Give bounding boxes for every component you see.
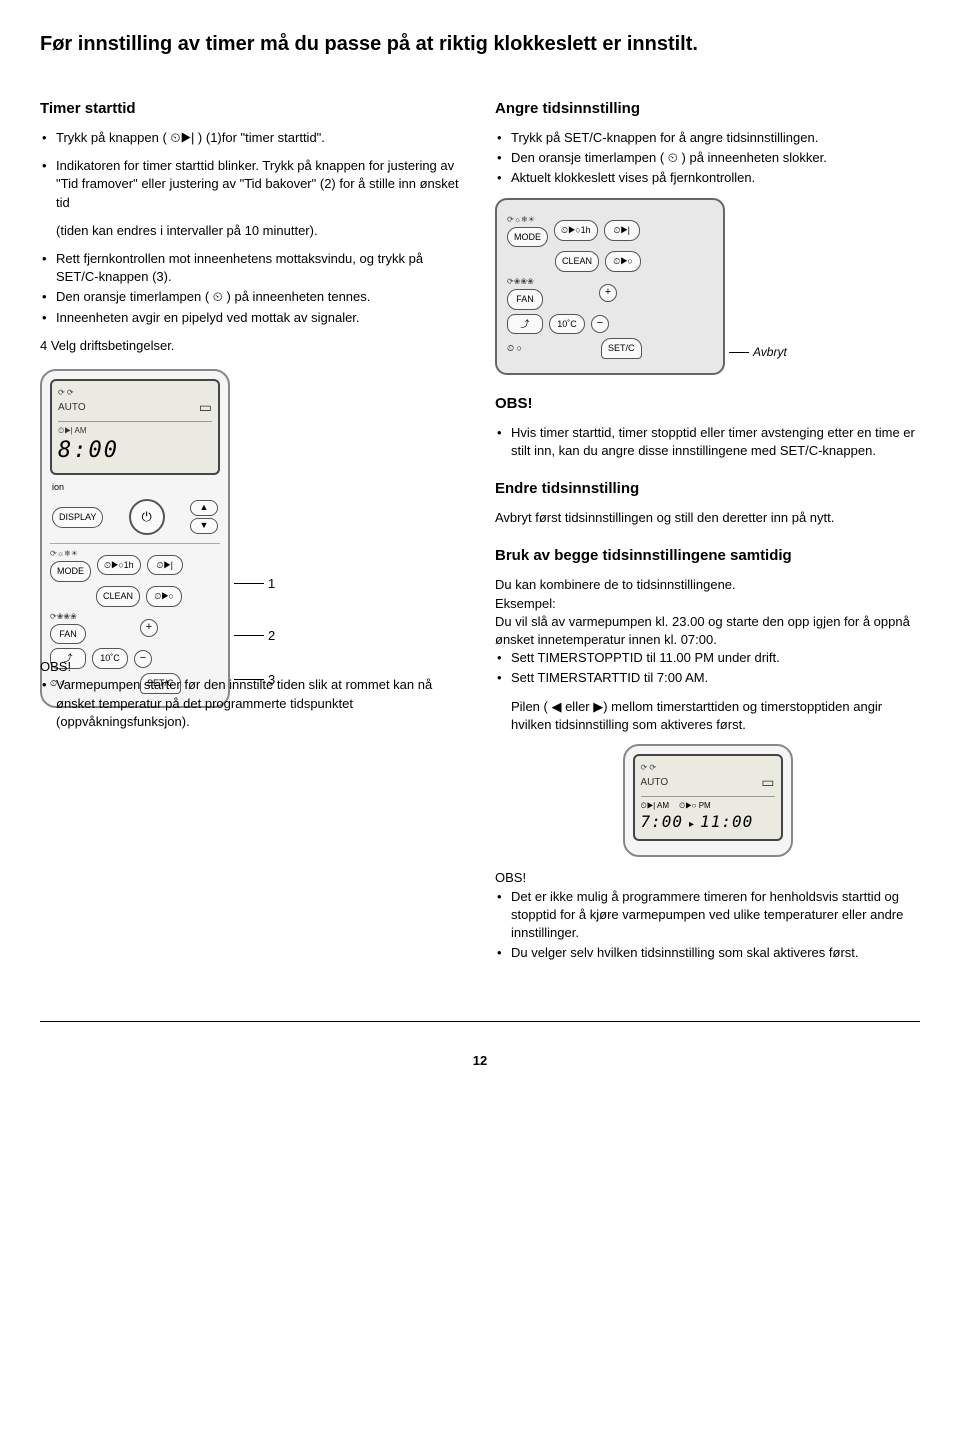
bullet-item: Inneenheten avgir en pipelyd ved mottak … [40,309,465,327]
lcd-pm: PM [699,801,711,810]
minus-button: − [134,650,152,668]
lcd-time-b: 11:00 [700,811,753,833]
setc-button: SET/C [601,338,642,359]
paragraph: Du kan kombinere de to tidsinnstillingen… [495,576,920,594]
bullet-item: Indikatoren for timer starttid blinker. … [40,157,465,212]
right-column: Angre tidsinnstilling Trykk på SET/C-kna… [495,80,920,972]
bullet-item: Du velger selv hvilken tidsinnstilling s… [495,944,920,962]
remote-diagram-full: ⟳ ⟳ AUTO ▭ ⏲▶| AM 8:00 ion DISPLAY ⏻ ▲ ▼ [40,369,230,708]
minus-button: − [591,315,609,333]
callout-numbers: 1 2 3 [230,359,275,693]
page-number: 12 [40,1052,920,1070]
heading-obs2: OBS! [495,869,920,887]
bullet-item: Trykk på SET/C-knappen for å angre tidsi… [495,129,920,147]
bullet-item: Den oransje timerlampen ( ⏲ ) på inneenh… [495,149,920,167]
indented-text: (tiden kan endres i intervaller på 10 mi… [40,222,465,240]
paragraph: Eksempel: [495,595,920,613]
temp-up-button: ▲ [190,500,218,516]
clean-button: CLEAN [555,251,599,272]
remote-panel-diagram: ⟳☼❄☀ MODE ⏲▶○1h ⏲▶| CLEAN ⏲▶○ ⟳❀❀❀ FAN [495,198,725,375]
plus-button: + [599,284,617,302]
tenc-button: 10˚C [92,648,128,669]
page-title: Før innstilling av timer må du passe på … [40,30,920,58]
mode-button: MODE [50,561,91,582]
timer-on-button: ⏲▶| [147,555,183,576]
timer-off-button: ⏲▶○ [605,251,641,272]
paragraph: Du vil slå av varmepumpen kl. 23.00 og s… [495,613,920,649]
mode-button: MODE [507,227,548,248]
swing-button: ⤴ [507,314,543,335]
clean-button: CLEAN [96,586,140,607]
plus-button: + [140,619,158,637]
bullet-item: Det er ikke mulig å programmere timeren … [495,888,920,943]
temp-down-button: ▼ [190,518,218,534]
heading-both: Bruk av begge tidsinnstillingene samtidi… [495,545,920,566]
heading-change: Endre tidsinnstilling [495,478,920,499]
bullet-item: Rett fjernkontrollen mot inneenhetens mo… [40,250,465,286]
callout-2: 2 [268,627,275,645]
heading-obs1: OBS! [495,393,920,414]
bullet-item: Varmepumpen starter før den innstilte ti… [40,676,462,731]
ion-label: ion [52,481,218,494]
heading-undo: Angre tidsinnstilling [495,98,920,119]
cancel-label: Avbryt [753,344,787,361]
lcd-time: 8:00 [58,436,212,467]
indented-text: Pilen ( ◀ eller ▶) mellom timerstarttide… [495,698,920,734]
timer-on-button: ⏲▶| [604,220,640,241]
bullet-item: Hvis timer starttid, timer stopptid elle… [495,424,920,460]
fan-button: FAN [50,624,86,645]
bullet-item: Trykk på knappen ( ⏲▶| ) (1)for "timer s… [40,129,465,147]
fan-button: FAN [507,289,543,310]
lcd-screen: ⟳ ⟳ AUTO ▭ ⏲▶| AM 8:00 [50,379,220,475]
lcd-am: AM [657,801,669,810]
footer-rule [40,1021,920,1022]
one-hour-button: ⏲▶○1h [97,555,141,576]
lcd-auto-label: AUTO [641,776,669,790]
lcd-auto-label: AUTO [58,401,86,415]
lcd-am-label: AM [75,426,87,435]
bullet-item: Sett TIMERSTOPPTID til 11.00 PM under dr… [495,649,920,667]
numbered-line: 4 Velg driftsbetingelser. [40,337,465,355]
bullet-item: Aktuelt klokkeslett vises på fjernkontro… [495,169,920,187]
callout-1: 1 [268,575,275,593]
power-button: ⏻ [129,499,165,535]
tenc-button: 10˚C [549,314,585,335]
paragraph: Avbryt først tidsinnstillingen og still … [495,509,920,527]
one-hour-button: ⏲▶○1h [554,220,598,241]
bullet-item: Den oransje timerlampen ( ⏲ ) på inneenh… [40,288,465,306]
timer-off-button: ⏲▶○ [146,586,182,607]
lcd-time-a: 7:00 [641,811,684,833]
remote-lcd-small: ⟳ ⟳ AUTO ▭ ⏲▶| AM ⏲▶○ PM 7:00 ▸ 11:00 [623,744,793,857]
heading-timer-start: Timer starttid [40,98,465,119]
display-button: DISPLAY [52,507,103,528]
bullet-item: Sett TIMERSTARTTID til 7:00 AM. [495,669,920,687]
left-column: Timer starttid Trykk på knappen ( ⏲▶| ) … [40,80,465,972]
